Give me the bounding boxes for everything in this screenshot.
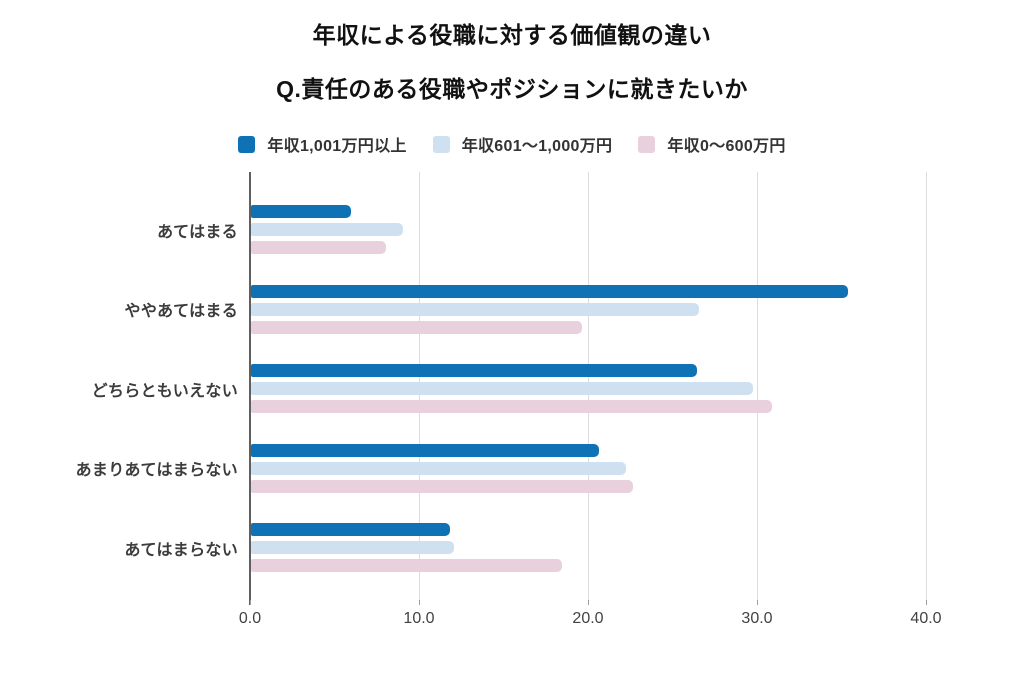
- category-label-0: あてはまる: [157, 223, 238, 241]
- bar-0-series-2: [251, 241, 387, 254]
- bar-2-series-1: [251, 382, 753, 395]
- category-label-2: どちらともいえない: [91, 382, 238, 400]
- legend-swatch-income-0-600: [638, 135, 656, 153]
- bar-4-series-1: [251, 541, 454, 554]
- bar-2-series-0: [251, 364, 698, 377]
- category-label-3: あまりあてはまらない: [75, 462, 238, 479]
- chart-title: 年収による役職に対する価値観の違い: [312, 22, 712, 48]
- bar-1-series-2: [251, 320, 583, 334]
- x-axis-tick-10: [419, 600, 420, 605]
- x-axis-tick-40: [926, 600, 927, 605]
- gridline-30: [757, 172, 758, 600]
- legend-item-income-over-1001: 年収1,001万円以上: [238, 132, 406, 156]
- category-label-1: ややあてはまる: [124, 303, 238, 320]
- x-axis-tick-30: [757, 600, 758, 605]
- gridline-40: [926, 172, 927, 600]
- bar-2-series-2: [251, 400, 772, 413]
- bar-0-series-0: [251, 205, 351, 218]
- x-axis-tick-0: [250, 600, 251, 605]
- x-axis-label-10: 10.0: [403, 610, 435, 627]
- y-axis-line: [249, 172, 251, 605]
- legend-label-income-over-1001: 年収1,001万円以上: [267, 138, 407, 155]
- x-axis-tick-20: [588, 600, 589, 605]
- x-axis-label-0: 0.0: [238, 610, 262, 627]
- legend-swatch-income-over-1001: [238, 135, 256, 153]
- bar-3-series-0: [251, 443, 600, 457]
- bar-0-series-1: [251, 223, 404, 236]
- bar-3-series-2: [251, 479, 633, 493]
- legend-item-income-0-600: 年収0〜600万円: [638, 132, 785, 156]
- legend-label-income-601-1000: 年収601〜1,000万円: [461, 138, 613, 155]
- x-axis-label-30: 30.0: [741, 610, 773, 627]
- bar-3-series-1: [251, 461, 627, 475]
- x-axis-label-20: 20.0: [572, 610, 604, 627]
- category-label-4: あてはまらない: [124, 541, 238, 559]
- chart-subtitle: Q.責任のある役職やポジションに就きたいか: [276, 76, 748, 102]
- x-axis-label-40: 40.0: [910, 610, 942, 627]
- bar-1-series-1: [251, 302, 699, 316]
- bar-4-series-0: [251, 523, 451, 536]
- bar-1-series-0: [251, 284, 848, 298]
- chart-legend: 年収1,001万円以上 年収601〜1,000万円 年収0〜600万円: [0, 132, 1024, 156]
- legend-label-income-0-600: 年収0〜600万円: [667, 138, 786, 155]
- legend-item-income-601-1000: 年収601〜1,000万円: [432, 132, 613, 156]
- legend-swatch-income-601-1000: [432, 135, 450, 153]
- bar-4-series-2: [251, 559, 562, 572]
